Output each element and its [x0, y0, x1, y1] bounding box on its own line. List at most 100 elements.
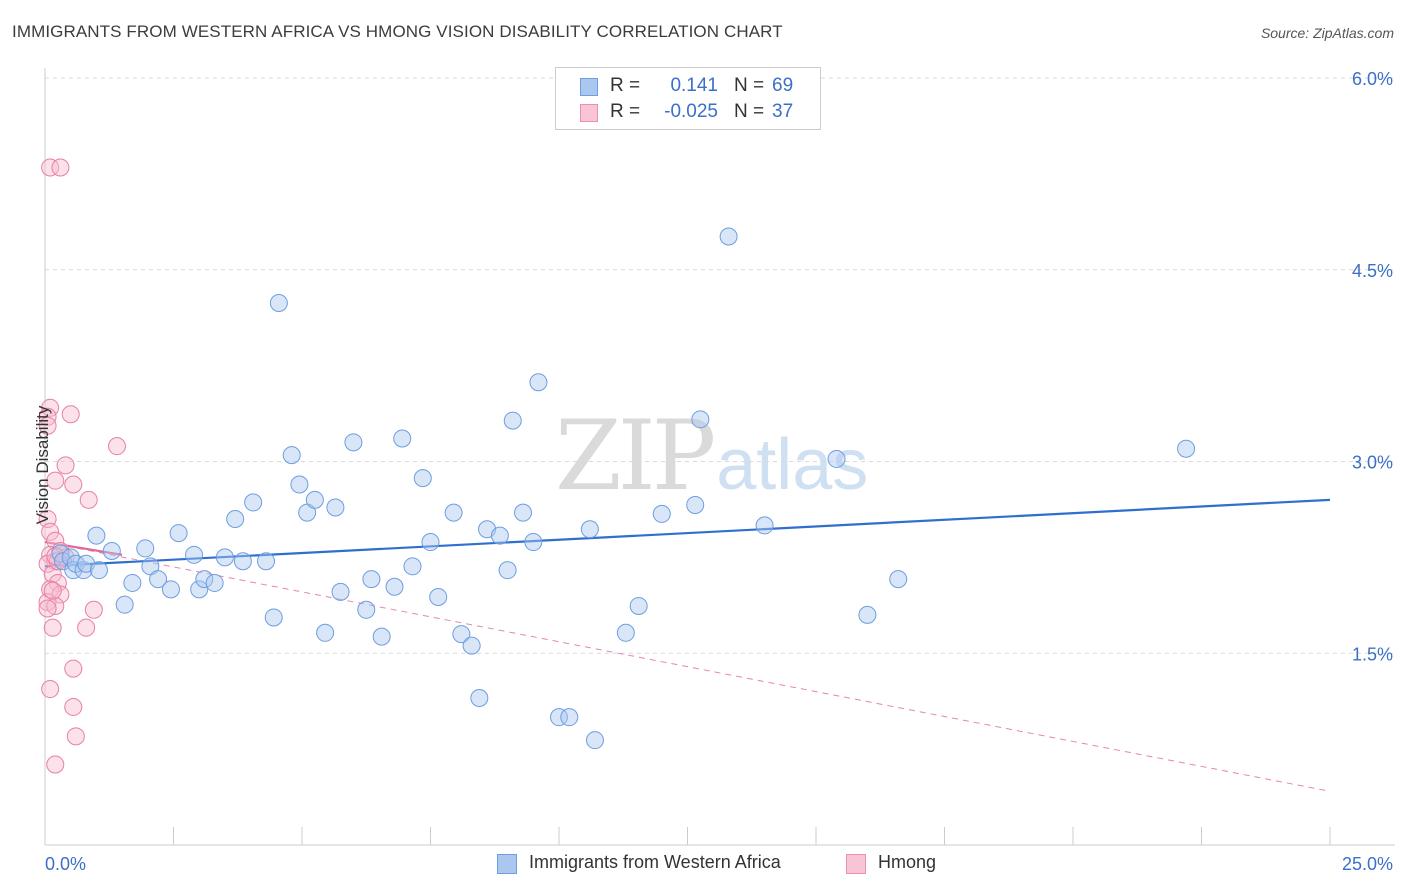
western-africa-point — [629, 596, 648, 615]
western-africa-point — [233, 552, 252, 571]
tick-labels: 1.5% 3.0% 4.5% 6.0% 0.0% 25.0% — [45, 69, 1393, 874]
western-africa-point — [215, 548, 234, 567]
western-africa-point — [385, 577, 404, 596]
western-africa-point — [136, 539, 155, 558]
western-africa-point — [190, 580, 209, 599]
stats-r-label: R = — [610, 75, 641, 96]
x-tick-label: 25.0% — [1342, 854, 1393, 874]
hmong-point — [64, 475, 83, 494]
legend-label: Immigrants from Western Africa — [529, 852, 781, 872]
western-africa-point — [244, 493, 263, 512]
hmong-point — [51, 158, 70, 177]
western-africa-trend — [44, 498, 1331, 568]
western-africa-point — [149, 570, 168, 589]
stats-r-value: 0.141 — [670, 75, 718, 96]
western-africa-point — [205, 573, 224, 592]
western-africa-point — [498, 561, 517, 580]
hmong-point — [38, 416, 57, 435]
stats-r-value: -0.025 — [664, 101, 718, 122]
western-africa-point — [282, 446, 301, 465]
western-africa-point — [264, 608, 283, 627]
stats-r-label: R = — [610, 101, 641, 122]
hmong-trend-solid — [44, 540, 123, 556]
western-africa-point — [686, 495, 705, 514]
hmong-point — [64, 697, 83, 716]
hmong-point — [66, 727, 85, 746]
western-africa-point — [226, 510, 245, 529]
western-africa-point — [115, 595, 134, 614]
western-africa-point — [305, 490, 324, 509]
hmong-point — [107, 437, 126, 456]
western-africa-point — [357, 600, 376, 619]
hmong-point — [46, 755, 65, 774]
western-africa-point — [503, 411, 522, 430]
western-africa-point — [585, 731, 604, 750]
hmong-point — [41, 158, 60, 177]
western-africa-point — [413, 469, 432, 488]
legend-label: Hmong — [878, 852, 937, 872]
hmong-point — [61, 405, 80, 424]
hmong-point — [77, 618, 96, 637]
hmong-trend-dashed — [44, 541, 1331, 792]
axes — [44, 68, 1395, 846]
x-tick-label: 0.0% — [45, 854, 86, 874]
western-africa-point — [169, 524, 188, 543]
y-tick-label: 3.0% — [1352, 453, 1393, 473]
western-africa-point — [316, 623, 335, 642]
hmong-point — [38, 599, 57, 618]
y-axis-label: Vision Disability — [33, 405, 52, 525]
western-africa-point — [403, 557, 422, 576]
western-africa-point — [580, 520, 599, 539]
western-africa-point — [393, 429, 412, 448]
western-africa-point — [550, 708, 568, 727]
stats-legend-box: R = 0.141 N = 69 R = -0.025 N = 37 — [555, 67, 821, 130]
stats-n-label: N = — [734, 75, 765, 96]
western-africa-point — [452, 625, 471, 644]
western-africa-point — [344, 433, 363, 452]
hmong-point — [79, 490, 98, 509]
western-africa-point — [444, 503, 463, 522]
y-tick-label: 4.5% — [1352, 261, 1393, 281]
western-africa-point — [1177, 439, 1196, 458]
western-africa-point — [185, 545, 204, 564]
western-africa-point — [89, 561, 108, 580]
western-africa-point — [421, 533, 440, 552]
legend-swatch-hmong — [846, 854, 866, 874]
western-africa-point — [362, 570, 381, 589]
western-africa-point — [195, 570, 214, 589]
western-africa-point — [490, 526, 509, 545]
hmong-point — [41, 522, 60, 541]
western-africa-point — [269, 293, 288, 312]
western-africa-point — [372, 627, 391, 646]
western-africa-point — [462, 636, 481, 655]
western-africa-point — [470, 688, 489, 707]
western-africa-point — [123, 573, 142, 592]
hmong-point — [64, 659, 83, 678]
western-africa-point — [616, 623, 635, 642]
western-africa-point — [691, 410, 710, 429]
western-africa-point — [652, 504, 671, 523]
legend-swatch-western-africa — [497, 854, 517, 874]
hmong-point — [56, 456, 75, 475]
western-africa-point — [161, 580, 180, 599]
stats-n-label: N = — [734, 101, 765, 122]
western-africa-point — [560, 708, 579, 727]
hmong-point — [43, 581, 62, 600]
western-africa-point — [331, 582, 350, 601]
source-label: Source: ZipAtlas.com — [1260, 25, 1394, 41]
stats-n-value: 69 — [772, 75, 794, 96]
western-africa-point — [827, 449, 846, 468]
western-africa-point — [529, 373, 548, 392]
stats-swatch-hmong — [580, 104, 598, 122]
western-africa-point — [66, 554, 85, 573]
western-africa-point — [87, 526, 106, 545]
hmong-point — [38, 554, 57, 573]
western-africa-point — [257, 552, 276, 571]
western-africa-point — [290, 475, 309, 494]
western-africa-point — [889, 570, 908, 589]
y-tick-label: 6.0% — [1352, 69, 1393, 89]
western-africa-point — [719, 227, 738, 246]
hmong-point — [84, 600, 103, 619]
western-africa-point — [755, 516, 774, 535]
